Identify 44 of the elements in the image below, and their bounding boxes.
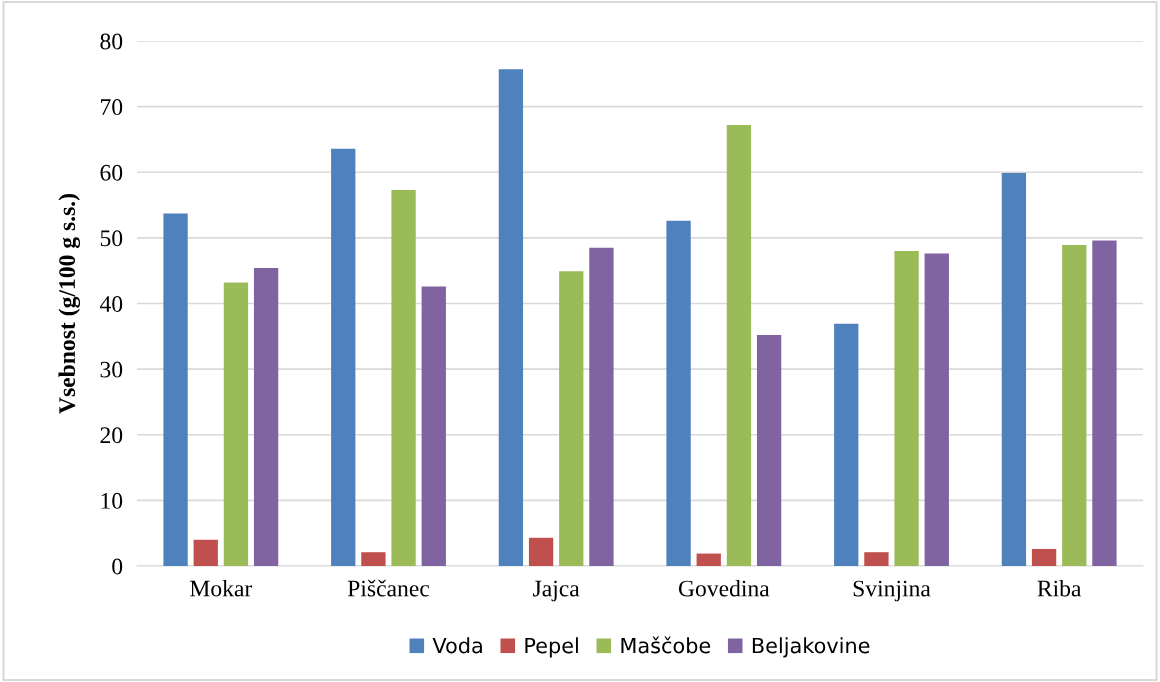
y-tick-label: 60 (100, 164, 123, 181)
x-tick-label: Govedina (678, 579, 770, 597)
bar (894, 251, 919, 566)
bar (559, 271, 584, 566)
y-tick-label: 50 (100, 230, 123, 247)
bar (864, 552, 889, 566)
bar (1001, 172, 1027, 566)
bar (163, 213, 188, 566)
bar (726, 125, 752, 566)
x-tick-label: Svinjina (853, 580, 931, 602)
y-tick-label: 30 (100, 361, 123, 378)
y-tick-label: 40 (99, 295, 123, 312)
y-tick-label: 20 (100, 427, 123, 444)
bar (253, 268, 279, 566)
y-tick-label: 70 (101, 99, 123, 116)
legend-label: Voda (432, 637, 482, 654)
bar (924, 253, 949, 566)
bar (756, 335, 782, 566)
y-tick-label: 80 (100, 33, 123, 50)
x-tick-label: Jajca (533, 580, 580, 602)
bar (391, 189, 416, 566)
x-tick-label: Piščanec (347, 579, 430, 597)
bar (498, 69, 524, 566)
y-axis-title: Vsebnost (g/100 g s.s.) (58, 194, 81, 414)
bar (361, 552, 386, 566)
bar (421, 286, 446, 566)
legend-label: Beljakovine (752, 637, 870, 658)
bar (528, 537, 554, 566)
bar (1031, 548, 1057, 566)
bar (223, 282, 249, 566)
bar (193, 539, 218, 566)
bar (589, 247, 614, 566)
legend-label: Maščobe (621, 636, 711, 654)
bar (1062, 245, 1087, 566)
y-tick-label: 10 (101, 492, 123, 509)
legend-label: Pepel (525, 637, 578, 658)
bar (666, 220, 691, 566)
x-tick-label: Riba (1037, 579, 1082, 597)
bar (834, 323, 859, 566)
bar (696, 553, 721, 566)
bar (1092, 240, 1117, 566)
y-tick-label: 0 (112, 558, 123, 575)
x-tick-label: Mokar (190, 579, 253, 597)
bar (331, 148, 356, 566)
